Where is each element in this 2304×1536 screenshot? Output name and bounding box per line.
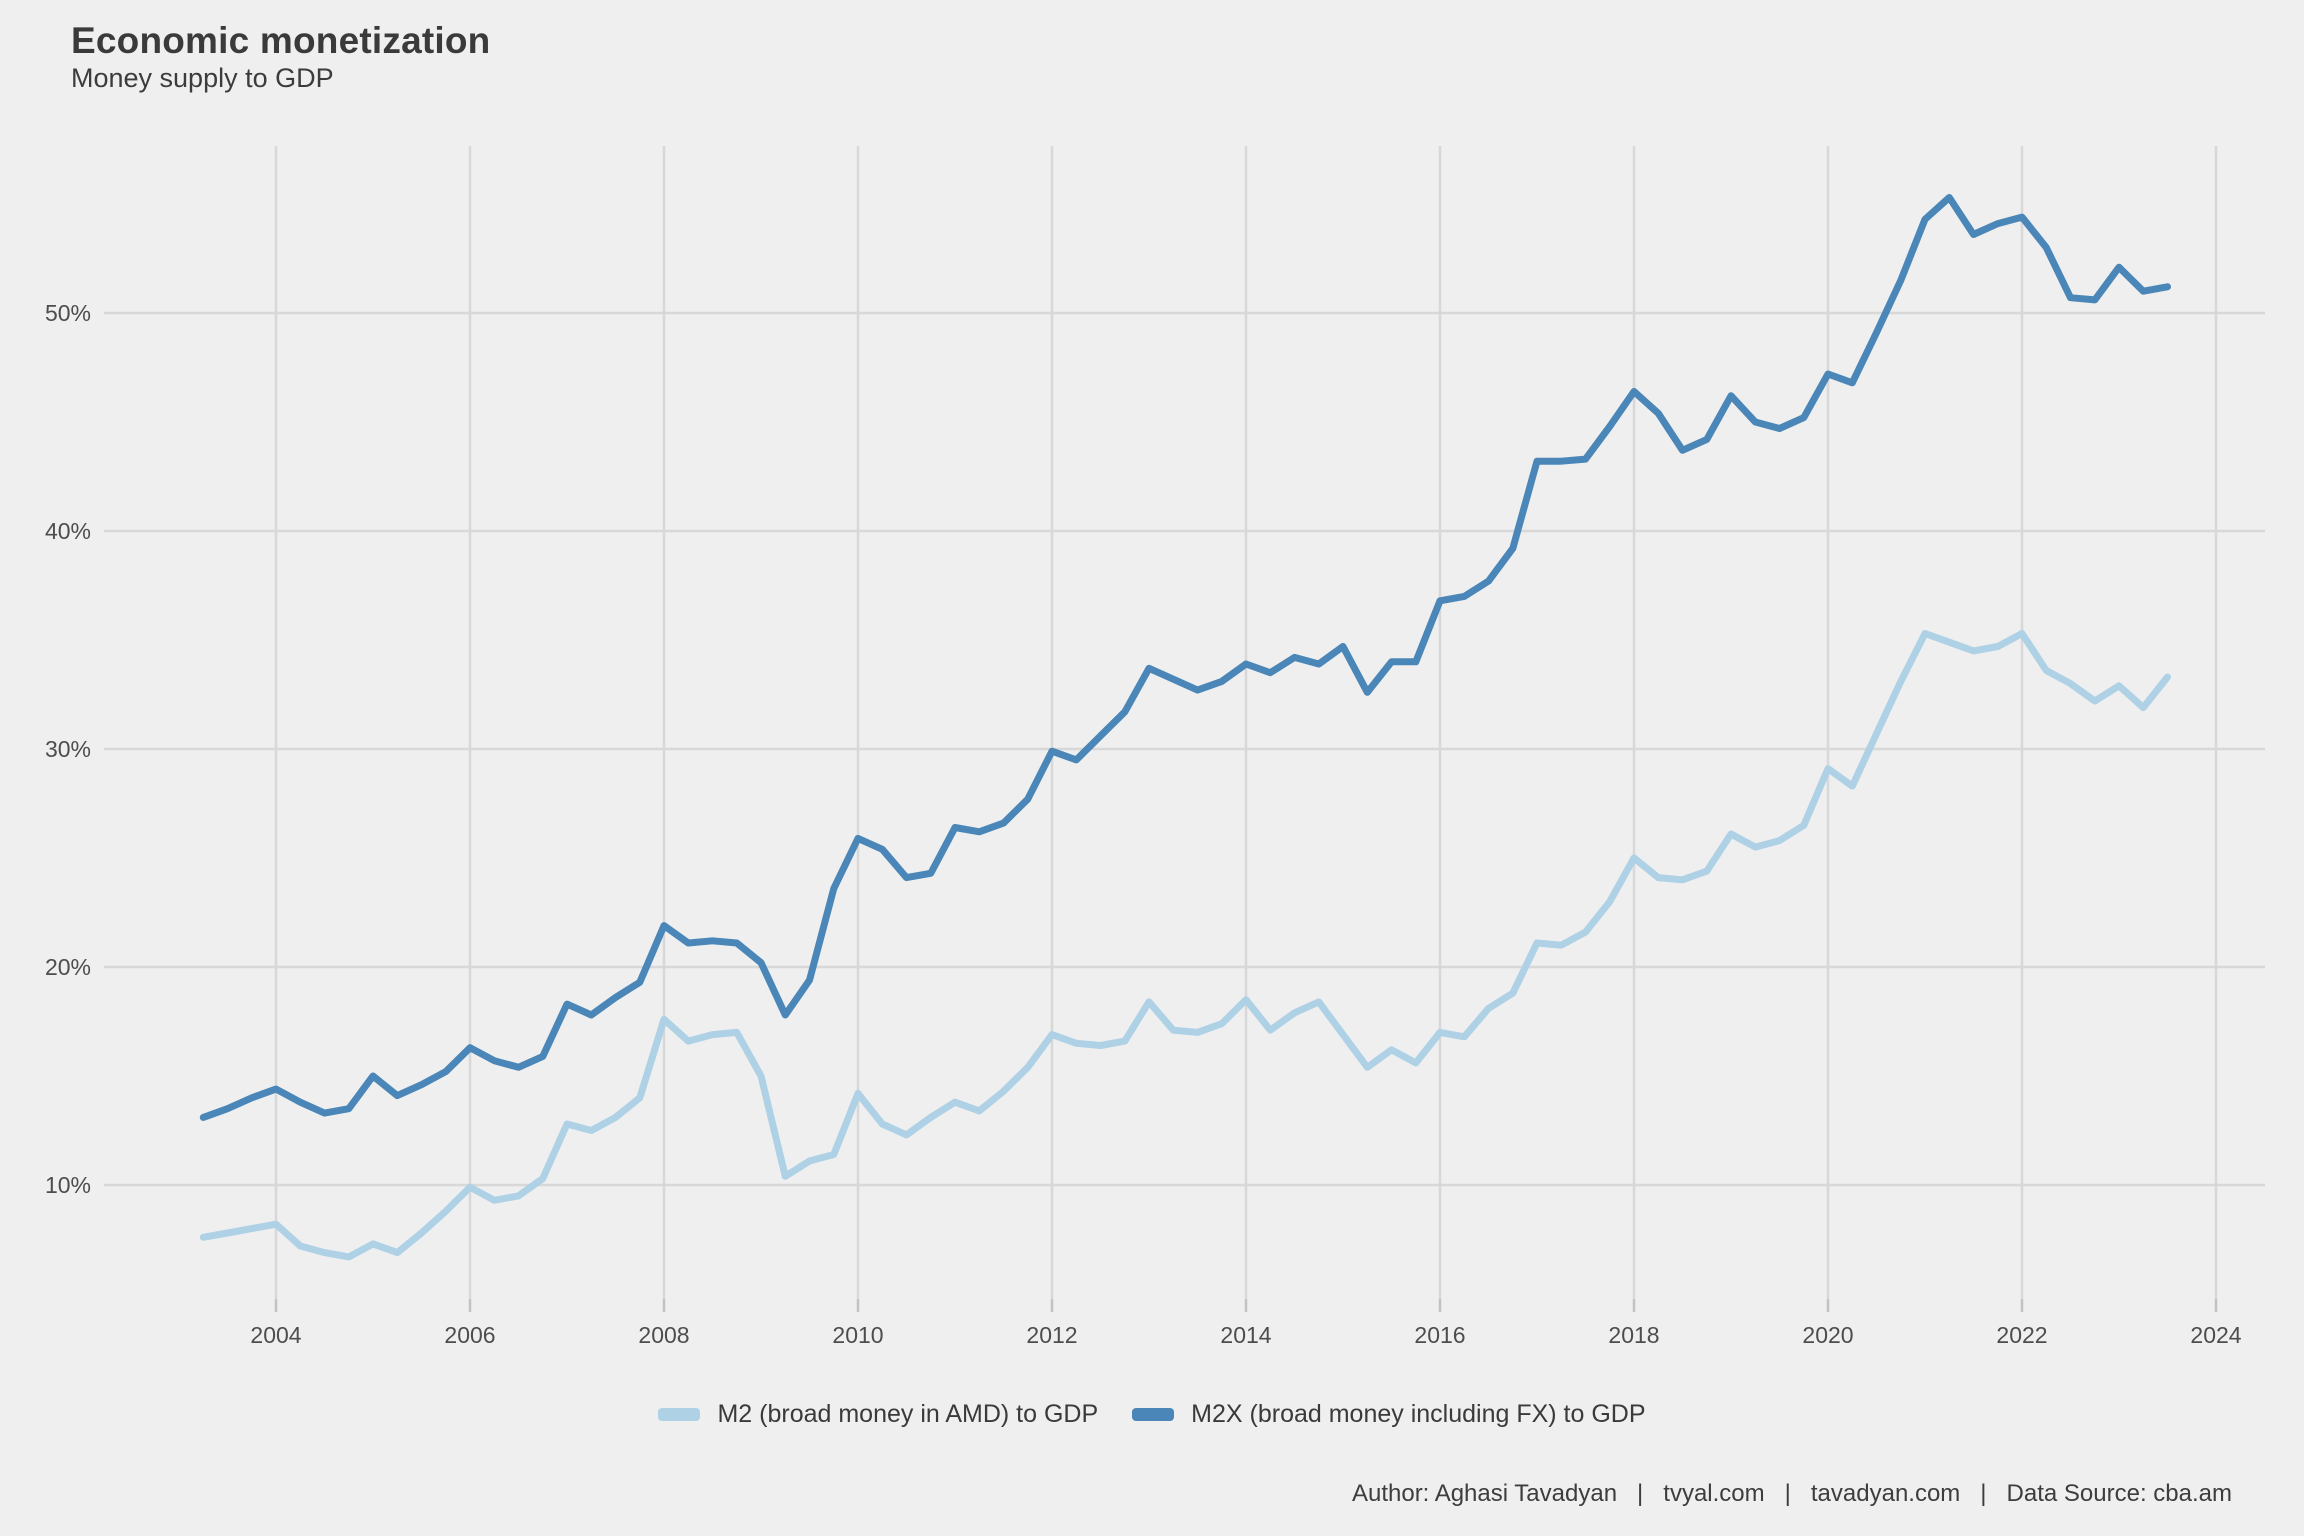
chart-caption: Author: Aghasi Tavadyan | tvyal.com | ta… xyxy=(1351,1480,2232,1507)
m2x-legend-swatch-icon xyxy=(1132,1408,1175,1421)
m2-line xyxy=(199,630,2171,1261)
y-axis-tick-label: 10% xyxy=(45,1172,91,1198)
x-axis-tick-label: 2008 xyxy=(638,1322,689,1348)
y-axis-tick-label: 50% xyxy=(45,300,91,326)
legend-item-m2: M2 (broad money in AMD) to GDP xyxy=(658,1400,1098,1429)
x-axis-tick-label: 2006 xyxy=(444,1322,495,1348)
y-axis-tick-label: 20% xyxy=(45,954,91,980)
y-axis-tick-label: 30% xyxy=(45,736,91,762)
m2-legend-swatch-icon xyxy=(658,1408,701,1421)
chart-title: Economic monetization xyxy=(71,20,491,61)
x-axis-tick-label: 2018 xyxy=(1608,1322,1659,1348)
x-axis-tick-label: 2004 xyxy=(250,1322,301,1348)
m2x-line xyxy=(199,194,2171,1121)
chart-legend: M2 (broad money in AMD) to GDP M2X (broa… xyxy=(0,1400,2304,1429)
m2x-legend-label: M2X (broad money including FX) to GDP xyxy=(1191,1400,1646,1428)
x-axis-tick-label: 2010 xyxy=(832,1322,883,1348)
x-axis-tick-label: 2016 xyxy=(1414,1322,1465,1348)
x-axis-tick-label: 2024 xyxy=(2190,1322,2241,1348)
chart-subtitle: Money supply to GDP xyxy=(71,63,334,93)
x-axis-tick-label: 2012 xyxy=(1026,1322,1077,1348)
x-axis-tick-label: 2020 xyxy=(1802,1322,1853,1348)
x-axis-tick-label: 2022 xyxy=(1996,1322,2047,1348)
y-axis-tick-label: 40% xyxy=(45,518,91,544)
x-axis-tick-label: 2014 xyxy=(1220,1322,1271,1348)
legend-item-m2x: M2X (broad money including FX) to GDP xyxy=(1132,1400,1646,1429)
m2-legend-label: M2 (broad money in AMD) to GDP xyxy=(717,1400,1099,1428)
